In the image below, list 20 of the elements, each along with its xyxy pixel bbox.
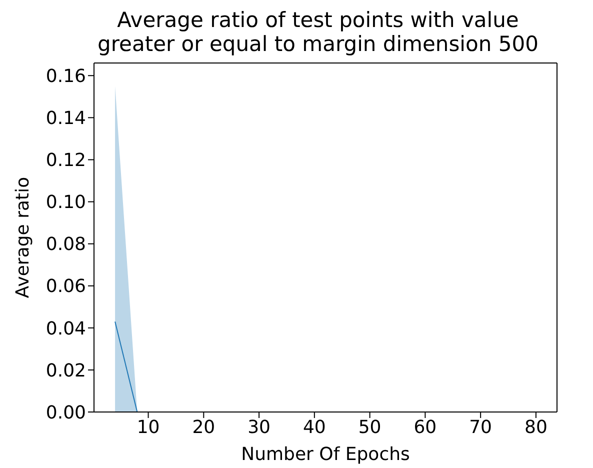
y-tick-label: 0.14 — [46, 108, 86, 130]
x-tick-label: 20 — [192, 416, 216, 438]
y-tick-label: 0.08 — [46, 234, 86, 256]
x-tick-label: 80 — [524, 416, 548, 438]
x-tick-label: 60 — [414, 416, 437, 438]
y-tick-label: 0.06 — [46, 276, 86, 298]
x-tick-label: 30 — [248, 416, 270, 438]
x-tick-label: 70 — [469, 416, 492, 438]
y-tick-label: 0.16 — [46, 66, 86, 88]
y-tick-label: 0.12 — [46, 150, 86, 172]
y-tick-label: 0.04 — [46, 318, 86, 340]
x-tick-label: 10 — [136, 416, 160, 438]
x-tick-label: 50 — [358, 416, 382, 438]
y-tick-label: 0.10 — [46, 192, 86, 214]
y-tick-label: 0.00 — [46, 402, 86, 424]
x-tick-label: 40 — [302, 416, 326, 438]
y-tick-label: 0.02 — [46, 360, 86, 382]
y-axis-title: Average ratio — [12, 176, 34, 298]
x-axis-title: Number Of Epochs — [241, 444, 410, 465]
chart-title: Average ratio of test points with value greater or equal to margin dimension 500 — [96, 8, 540, 58]
